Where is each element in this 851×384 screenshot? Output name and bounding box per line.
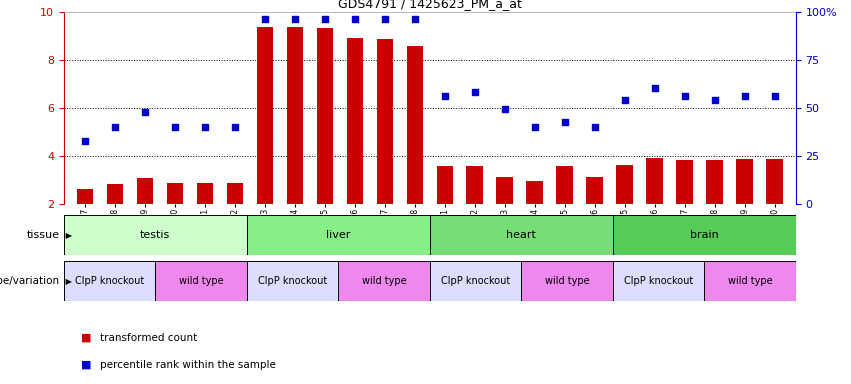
Point — [558, 119, 572, 125]
Text: heart: heart — [506, 230, 536, 240]
Bar — [677, 161, 693, 204]
Bar — [437, 166, 453, 204]
Bar — [586, 177, 603, 204]
Bar — [77, 189, 93, 204]
Point — [408, 16, 421, 22]
Point — [468, 89, 482, 95]
Text: ClpP knockout: ClpP knockout — [441, 276, 510, 286]
Point — [648, 85, 661, 91]
Bar — [430, 215, 613, 255]
Bar — [247, 215, 430, 255]
Text: ClpP knockout: ClpP knockout — [75, 276, 144, 286]
Text: wild type: wild type — [362, 276, 406, 286]
Bar — [613, 261, 704, 301]
Point — [258, 16, 271, 22]
Text: ▶: ▶ — [63, 231, 72, 240]
Bar — [106, 184, 123, 204]
Bar — [197, 183, 213, 204]
Point — [378, 16, 391, 22]
Text: tissue: tissue — [26, 230, 60, 240]
Bar — [376, 39, 393, 204]
Bar — [64, 261, 155, 301]
Bar — [706, 161, 723, 204]
Bar — [557, 166, 573, 204]
Point — [168, 124, 181, 130]
Point — [708, 97, 722, 103]
Bar — [496, 177, 513, 204]
Bar — [527, 181, 543, 204]
Bar — [317, 28, 333, 204]
Point — [288, 16, 301, 22]
Text: testis: testis — [140, 230, 170, 240]
Text: ▶: ▶ — [63, 277, 72, 286]
Bar — [256, 27, 273, 204]
Bar — [430, 261, 521, 301]
Point — [498, 106, 511, 112]
Bar — [736, 159, 753, 204]
Bar — [613, 215, 796, 255]
Text: ■: ■ — [81, 333, 94, 343]
Bar — [346, 38, 363, 204]
Bar — [521, 261, 613, 301]
Text: genotype/variation: genotype/variation — [0, 276, 60, 286]
Bar — [247, 261, 338, 301]
Bar — [167, 183, 183, 204]
Bar — [767, 159, 783, 204]
Text: liver: liver — [326, 230, 351, 240]
Bar — [226, 183, 243, 204]
Point — [108, 124, 122, 130]
Title: GDS4791 / 1425623_PM_a_at: GDS4791 / 1425623_PM_a_at — [338, 0, 522, 10]
Text: ClpP knockout: ClpP knockout — [258, 276, 327, 286]
Point — [618, 97, 631, 103]
Text: wild type: wild type — [179, 276, 223, 286]
Text: ClpP knockout: ClpP knockout — [624, 276, 693, 286]
Bar — [616, 165, 633, 204]
Bar — [155, 261, 247, 301]
Bar — [64, 215, 247, 255]
Bar — [407, 46, 423, 204]
Point — [348, 16, 362, 22]
Text: transformed count: transformed count — [100, 333, 197, 343]
Point — [318, 16, 332, 22]
Point — [738, 93, 751, 99]
Bar — [338, 261, 430, 301]
Bar — [136, 178, 153, 204]
Text: wild type: wild type — [545, 276, 589, 286]
Point — [588, 124, 602, 130]
Point — [78, 138, 92, 144]
Point — [228, 124, 242, 130]
Text: brain: brain — [690, 230, 718, 240]
Point — [528, 124, 541, 130]
Bar — [647, 158, 663, 204]
Point — [768, 93, 781, 99]
Point — [438, 93, 452, 99]
Text: ■: ■ — [81, 360, 94, 370]
Bar — [466, 166, 483, 204]
Bar — [704, 261, 796, 301]
Text: percentile rank within the sample: percentile rank within the sample — [100, 360, 276, 370]
Text: wild type: wild type — [728, 276, 772, 286]
Point — [138, 109, 151, 115]
Point — [198, 124, 212, 130]
Bar — [287, 27, 303, 204]
Point — [678, 93, 692, 99]
